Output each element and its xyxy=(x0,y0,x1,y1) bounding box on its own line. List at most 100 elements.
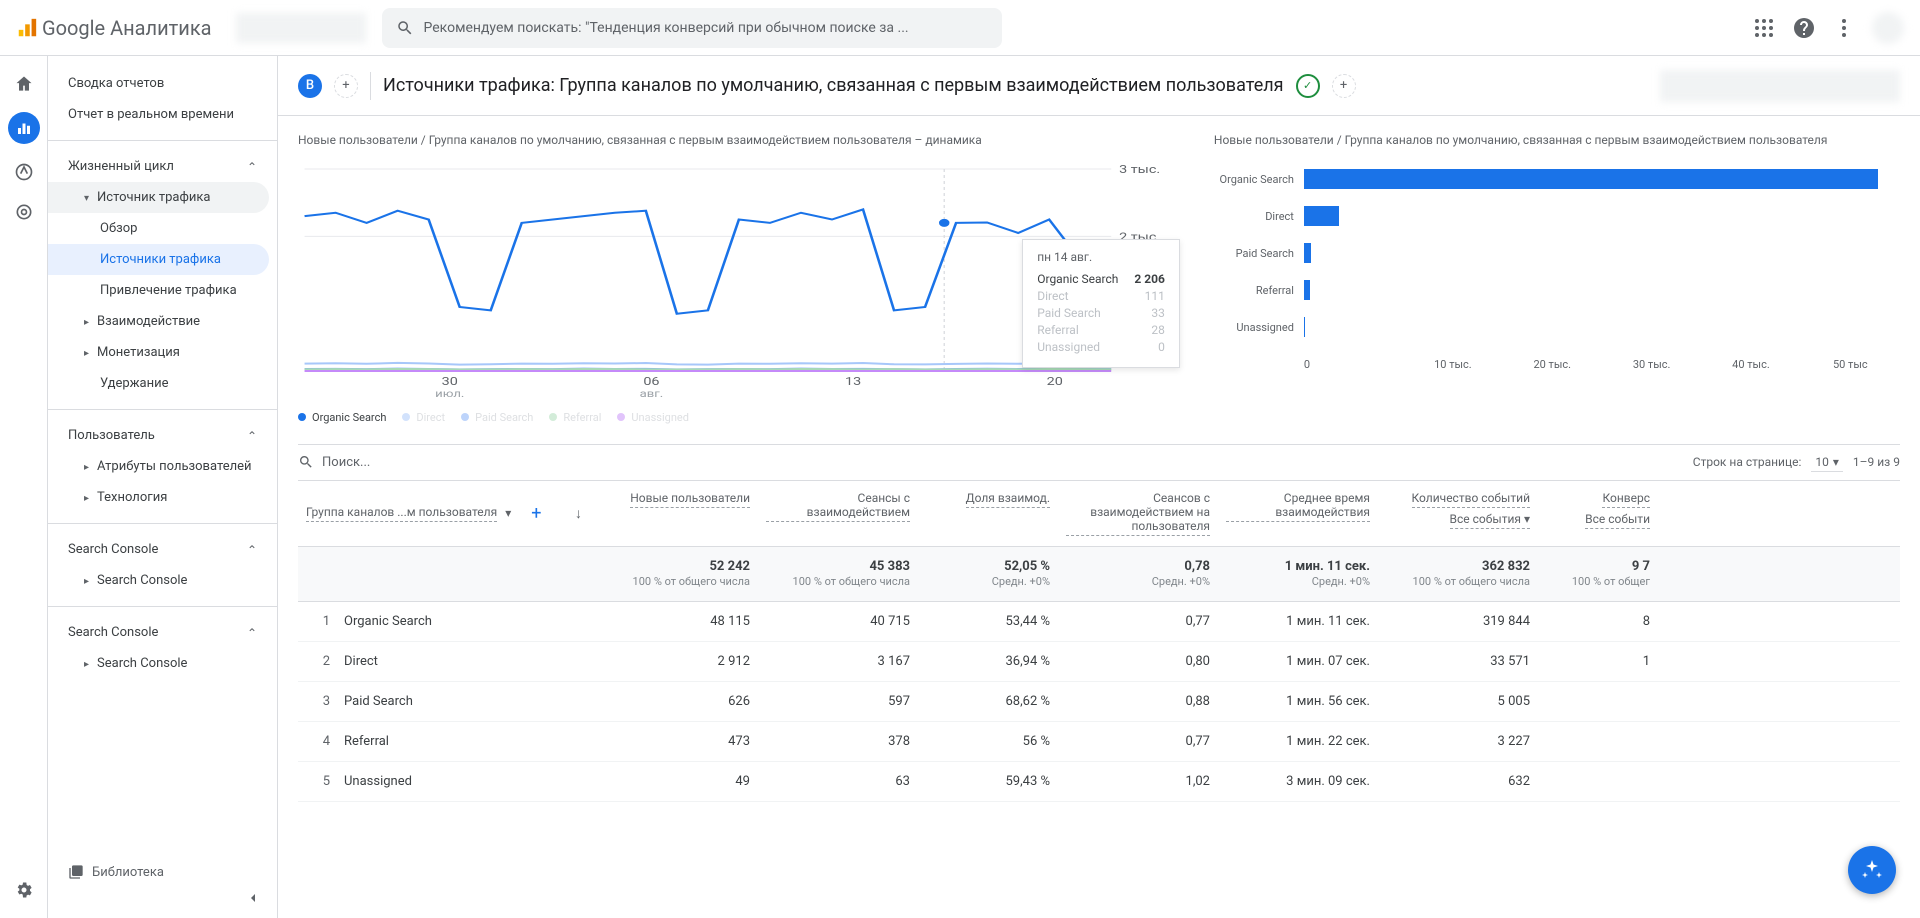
sidebar-retention[interactable]: Удержание xyxy=(48,368,277,399)
caret-right-icon: ▸ xyxy=(84,576,89,587)
sidebar-sc-item2[interactable]: ▸Search Console xyxy=(48,648,277,679)
dimension-header[interactable]: Группа каналов ...м пользователя ▾ + ↓ xyxy=(298,481,598,546)
more-vert-icon[interactable] xyxy=(1832,16,1856,40)
sidebar-traffic-sources[interactable]: Источники трафика xyxy=(48,244,269,275)
table-cell xyxy=(1538,682,1658,721)
sidebar-user[interactable]: Пользователь⌃ xyxy=(48,420,277,451)
settings-icon[interactable] xyxy=(12,878,36,902)
table-cell: 3 мин. 09 сек. xyxy=(1218,762,1378,801)
status-check-icon[interactable]: ✓ xyxy=(1296,74,1320,98)
bar-fill[interactable] xyxy=(1304,280,1310,300)
event-selector[interactable]: Все событи xyxy=(1585,512,1650,529)
table-cell: 63 xyxy=(758,762,918,801)
rows-per-page-select[interactable]: 10▾ xyxy=(1811,453,1843,472)
bar-label: Unassigned xyxy=(1214,321,1304,334)
sidebar-technology[interactable]: ▸Технология xyxy=(48,482,277,513)
table-cell: 632 xyxy=(1378,762,1538,801)
table-cell: 3 167 xyxy=(758,642,918,681)
sidebar-library[interactable]: Библиотека xyxy=(48,854,277,890)
row-name: Organic Search xyxy=(344,614,432,629)
totals-cell: 1 мин. 11 сек.Средн. +0% xyxy=(1218,547,1378,601)
add-button[interactable]: + xyxy=(1332,74,1356,98)
explore-icon[interactable] xyxy=(12,160,36,184)
sidebar-sc-item1[interactable]: ▸Search Console xyxy=(48,565,277,596)
table-totals-row: 52 242100 % от общего числа45 383100 % о… xyxy=(298,547,1900,602)
metric-header[interactable]: Количество событийВсе события ▾ xyxy=(1378,481,1538,546)
table-row[interactable]: 2Direct2 9123 16736,94 %0,801 мин. 07 се… xyxy=(298,642,1900,682)
search-placeholder: Рекомендуем поискать: "Тенденция конверс… xyxy=(424,20,909,36)
date-range-selector[interactable] xyxy=(1660,70,1900,102)
sidebar-overview[interactable]: Обзор xyxy=(48,213,277,244)
table-row[interactable]: 4Referral47337856 %0,771 мин. 22 сек.3 2… xyxy=(298,722,1900,762)
library-icon xyxy=(68,864,84,880)
legend-item[interactable]: Referral xyxy=(549,411,601,424)
row-name: Paid Search xyxy=(344,694,413,709)
apps-icon[interactable] xyxy=(1752,16,1776,40)
sidebar-realtime[interactable]: Отчет в реальном времени xyxy=(48,99,277,130)
bar-chart[interactable]: Organic SearchDirectPaid SearchReferralU… xyxy=(1214,161,1900,401)
bar-fill[interactable] xyxy=(1304,206,1339,226)
tooltip-row: Paid Search33 xyxy=(1037,306,1165,320)
table-cell: 1 мин. 07 сек. xyxy=(1218,642,1378,681)
sort-arrow-icon[interactable]: ↓ xyxy=(575,505,582,522)
table-row[interactable]: 1Organic Search48 11540 71553,44 %0,771 … xyxy=(298,602,1900,642)
bar-row: Paid Search xyxy=(1214,235,1900,272)
svg-text:20: 20 xyxy=(1047,375,1063,388)
page-title: Источники трафика: Группа каналов по умо… xyxy=(383,75,1284,96)
reports-icon[interactable] xyxy=(8,112,40,144)
sidebar-summary[interactable]: Сводка отчетов xyxy=(48,68,277,99)
chevron-up-icon: ⌃ xyxy=(247,626,257,640)
audience-badge[interactable]: B xyxy=(298,74,322,98)
sidebar-traffic-source[interactable]: ▾Источник трафика xyxy=(48,182,269,213)
sidebar-sc-head2[interactable]: Search Console⌃ xyxy=(48,617,277,648)
bar-axis: 010 тыс.20 тыс.30 тыс.40 тыс.50 тыс xyxy=(1214,358,1900,371)
left-rail xyxy=(0,56,48,918)
insights-fab[interactable] xyxy=(1848,846,1896,894)
bar-fill[interactable] xyxy=(1304,169,1878,189)
sidebar-lifecycle[interactable]: Жизненный цикл⌃ xyxy=(48,151,277,182)
metric-header[interactable]: Новые пользователи xyxy=(598,481,758,546)
add-comparison-button[interactable]: + xyxy=(334,74,358,98)
metric-header[interactable]: Среднее время взаимодействия xyxy=(1218,481,1378,546)
add-dimension-button[interactable]: + xyxy=(531,503,541,524)
legend-item[interactable]: Unassigned xyxy=(617,411,689,424)
table-cell: 59,43 % xyxy=(918,762,1058,801)
table-cell: 597 xyxy=(758,682,918,721)
svg-text:30: 30 xyxy=(442,375,458,388)
metric-header[interactable]: КонверсВсе событи xyxy=(1538,481,1658,546)
metric-header[interactable]: Сеансы с взаимодействием xyxy=(758,481,918,546)
avatar[interactable] xyxy=(1872,12,1904,44)
legend-item[interactable]: Paid Search xyxy=(461,411,533,424)
ga-logo[interactable]: Google Аналитика xyxy=(16,16,212,40)
bar-fill[interactable] xyxy=(1304,317,1305,337)
legend-item[interactable]: Organic Search xyxy=(298,411,386,424)
sidebar-engagement[interactable]: ▸Взаимодействие xyxy=(48,306,277,337)
totals-cell: 45 383100 % от общего числа xyxy=(758,547,918,601)
event-selector[interactable]: Все события ▾ xyxy=(1450,512,1530,529)
pagination-range: 1–9 из 9 xyxy=(1853,455,1900,469)
help-icon[interactable] xyxy=(1792,16,1816,40)
advertising-icon[interactable] xyxy=(12,200,36,224)
sidebar-acquisition[interactable]: Привлечение трафика xyxy=(48,275,277,306)
table-row[interactable]: 3Paid Search62659768,62 %0,881 мин. 56 с… xyxy=(298,682,1900,722)
table-cell: 56 % xyxy=(918,722,1058,761)
sidebar-collapse[interactable] xyxy=(48,890,277,906)
totals-cell: 0,78Средн. +0% xyxy=(1058,547,1218,601)
search-box[interactable]: Рекомендуем поискать: "Тенденция конверс… xyxy=(382,8,1002,48)
metric-header[interactable]: Доля взаимод. xyxy=(918,481,1058,546)
metric-header[interactable]: Сеансов с взаимодействием на пользовател… xyxy=(1058,481,1218,546)
bar-fill[interactable] xyxy=(1304,243,1311,263)
sidebar-monetization[interactable]: ▸Монетизация xyxy=(48,337,277,368)
totals-cell: 9 7100 % от общег xyxy=(1538,547,1658,601)
legend-item[interactable]: Direct xyxy=(402,411,445,424)
home-icon[interactable] xyxy=(12,72,36,96)
sidebar-sc-head1[interactable]: Search Console⌃ xyxy=(48,534,277,565)
dimension-dropdown-icon: ▾ xyxy=(505,506,511,520)
table-cell: 48 115 xyxy=(598,602,758,641)
table-row[interactable]: 5Unassigned496359,43 %1,023 мин. 09 сек.… xyxy=(298,762,1900,802)
sidebar-user-attrs[interactable]: ▸Атрибуты пользователей xyxy=(48,451,277,482)
property-selector[interactable] xyxy=(236,13,366,43)
line-chart-legend: Organic Search Direct Paid Search Referral U… xyxy=(298,411,1190,424)
table-search[interactable]: Поиск... xyxy=(298,454,1693,470)
sparkle-icon xyxy=(1860,858,1884,882)
